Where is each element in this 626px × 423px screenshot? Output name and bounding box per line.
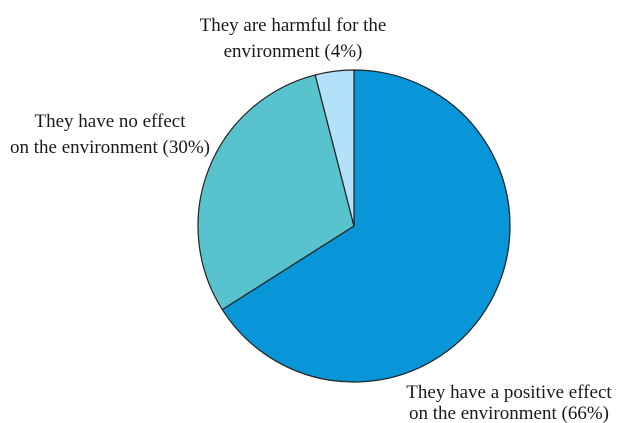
slice-label-no-effect-line-2: on the environment (30%)	[10, 137, 210, 158]
slice-label-harmful-line-2: environment (4%)	[224, 41, 363, 62]
pie-slices	[197, 69, 511, 383]
pie-slice-harmful	[314, 69, 355, 227]
pie-slice-no-effect	[197, 74, 355, 311]
slice-label-positive-line-1: They have a positive effect	[406, 382, 612, 403]
pie-slice-positive	[221, 69, 511, 383]
slice-label-positive-line-2: on the environment (66%)	[409, 403, 609, 423]
slice-label-harmful-line-1: They are harmful for the	[200, 15, 387, 36]
slice-label-no-effect-line-1: They have no effect	[34, 111, 186, 132]
